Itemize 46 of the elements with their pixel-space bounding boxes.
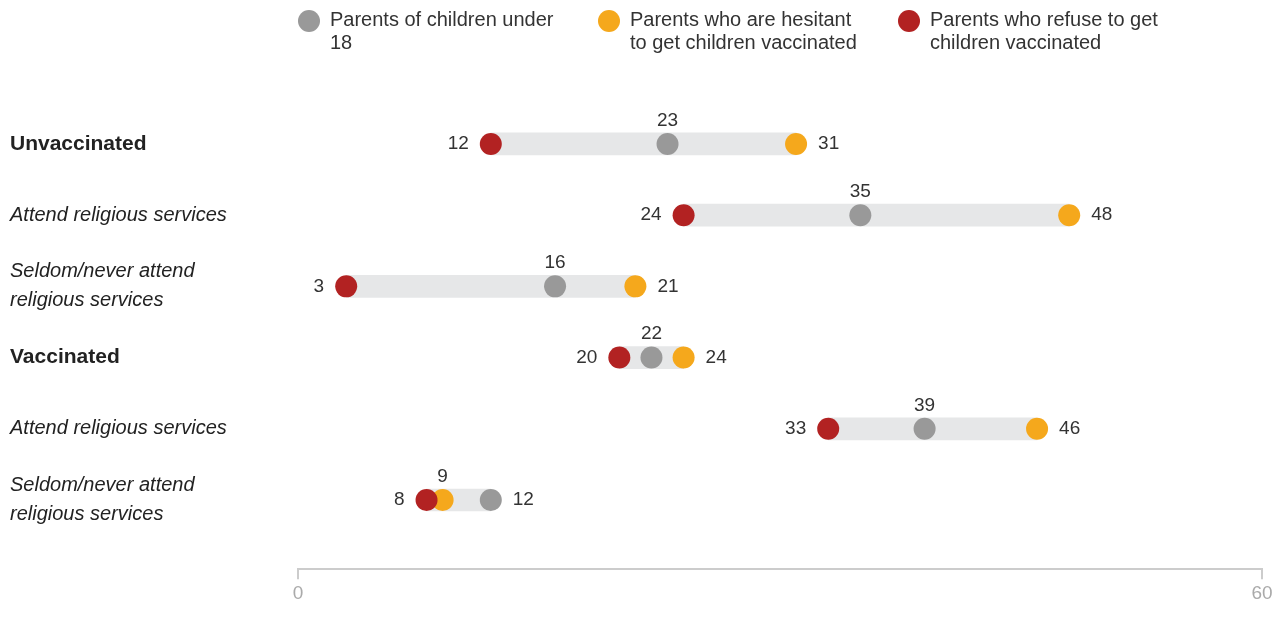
point (544, 275, 567, 298)
data-label: 20 (576, 345, 598, 367)
data-label: 46 (1059, 417, 1081, 439)
data-label: 21 (657, 274, 679, 296)
point (672, 346, 695, 369)
x-tick-label: 0 (292, 581, 304, 603)
data-label: 22 (640, 322, 663, 344)
data-label: 33 (785, 417, 807, 439)
point (785, 132, 808, 155)
y-tick-label: Seldom/never attend religious services (10, 473, 196, 525)
point (1058, 204, 1081, 227)
point (817, 417, 840, 440)
data-label: 48 (1091, 203, 1113, 225)
x-tick-label: 60 (1251, 581, 1273, 603)
point (672, 204, 695, 227)
data-label: 31 (818, 132, 840, 154)
legend-label: Parents who refuse to get children vaccinated (930, 8, 1159, 54)
data-label: 35 (849, 179, 871, 201)
data-label: 23 (656, 108, 679, 130)
data-label: 24 (640, 203, 663, 225)
y-tick-label: Unvaccinated (10, 130, 147, 154)
point (913, 417, 936, 440)
legend-label: Parents who are hesitant to get children vaccinated (630, 8, 858, 54)
data-label: 16 (544, 251, 566, 273)
y-tick-label: Seldom/never attend religious services (10, 259, 196, 311)
point (415, 489, 438, 512)
data-label: 9 (437, 464, 448, 486)
point (849, 204, 872, 227)
data-label: 3 (313, 274, 325, 296)
point (656, 132, 679, 155)
point (1026, 417, 1049, 440)
point (640, 346, 663, 369)
data-label: 8 (393, 488, 405, 510)
y-tick-label: Attend religious services (9, 202, 227, 225)
legend-label: Parents of children under 18 (330, 8, 555, 54)
point (624, 275, 647, 298)
data-label: 12 (512, 488, 534, 510)
data-label: 24 (705, 345, 728, 367)
y-tick-label: Vaccinated (10, 344, 120, 368)
point (479, 132, 502, 155)
point (608, 346, 631, 369)
data-label: 39 (914, 393, 936, 415)
y-tick-label: Attend religious services (9, 416, 227, 439)
data-label: 12 (447, 132, 469, 154)
point (335, 275, 358, 298)
point (479, 489, 502, 512)
